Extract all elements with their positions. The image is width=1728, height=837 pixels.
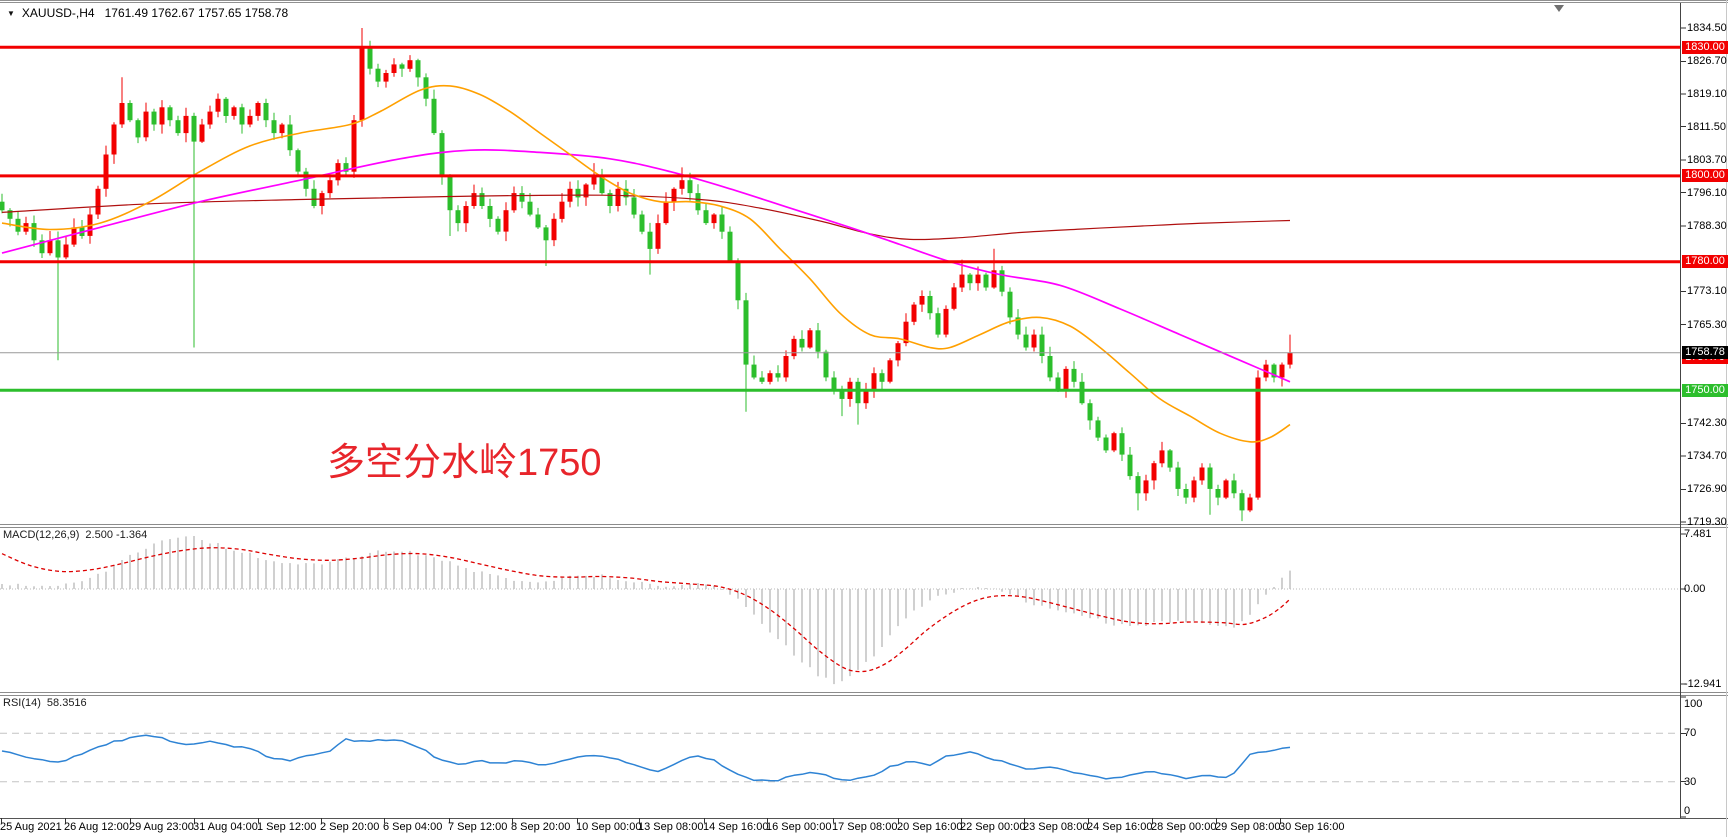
- time-axis-label: 25 Aug 2021: [0, 821, 62, 833]
- time-axis-label: 13 Sep 08:00: [638, 821, 704, 833]
- macd-name: MACD(12,26,9): [3, 529, 80, 541]
- time-axis-label: 8 Sep 20:00: [511, 821, 571, 833]
- ma-slow-line: [1, 194, 1291, 241]
- rsi-name: RSI(14): [3, 697, 41, 709]
- price-axis-tick: 1765.30: [1687, 319, 1727, 331]
- candles[interactable]: [0, 28, 1293, 522]
- price-axis-tick: 1726.90: [1687, 483, 1727, 495]
- ma-fast-line: [1, 84, 1291, 443]
- rsi-axis-tick: 30: [1684, 776, 1697, 788]
- macd-indicator-label: MACD(12,26,9) 2.500 -1.364: [3, 529, 147, 541]
- rsi-indicator-label: RSI(14) 58.3516: [3, 697, 87, 709]
- chart-ohlc-header: ▼ XAUUSD-,H4 1761.49 1762.67 1757.65 1758.…: [7, 6, 288, 20]
- time-axis-label: 16 Sep 00:00: [766, 821, 832, 833]
- macd-axis-tick: 7.481: [1684, 528, 1712, 540]
- time-axis-label: 23 Sep 08:00: [1023, 821, 1089, 833]
- price-axis-tick: 1826.70: [1687, 55, 1727, 67]
- time-axis-label: 10 Sep 00:00: [576, 821, 642, 833]
- rsi-line: [1, 734, 1291, 782]
- hline-price-box: 1780.00: [1682, 255, 1728, 268]
- symbol-period-label: XAUUSD-,H4: [21, 6, 95, 20]
- time-axis-label: 31 Aug 04:00: [193, 821, 258, 833]
- macd-axis-tick: -12.941: [1684, 678, 1722, 690]
- time-axis-label: 30 Sep 16:00: [1279, 821, 1345, 833]
- time-axis-label: 2 Sep 20:00: [320, 821, 380, 833]
- time-axis-label: 29 Sep 08:00: [1215, 821, 1281, 833]
- chevron-down-icon[interactable]: ▼: [7, 9, 15, 18]
- time-axis-label: 14 Sep 16:00: [703, 821, 769, 833]
- price-axis-tick: 1819.10: [1687, 88, 1727, 100]
- price-axis-tick: 1796.10: [1687, 187, 1727, 199]
- macd-axis-tick: 0.00: [1684, 583, 1706, 595]
- watershed-annotation: 多空分水岭1750: [327, 442, 602, 484]
- price-axis-tick: 1719.30: [1687, 516, 1727, 528]
- time-axis-label: 6 Sep 04:00: [383, 821, 443, 833]
- rsi-axis-tick: 100: [1684, 698, 1703, 710]
- macd-values: 2.500 -1.364: [85, 529, 148, 541]
- time-axis-label: 1 Sep 12:00: [257, 821, 317, 833]
- time-axis-label: 20 Sep 16:00: [897, 821, 963, 833]
- chart-shift-marker-icon[interactable]: [1554, 5, 1564, 12]
- time-axis-label: 7 Sep 12:00: [448, 821, 508, 833]
- price-axis-tick: 1834.50: [1687, 22, 1727, 34]
- time-axis-label: 17 Sep 08:00: [832, 821, 898, 833]
- hline-price-box: 1750.00: [1682, 384, 1728, 397]
- rsi-axis-tick: 70: [1684, 727, 1697, 739]
- macd-signal-line: [1, 547, 1291, 673]
- price-axis-tick: 1773.10: [1687, 285, 1727, 297]
- time-axis-label: 24 Sep 16:00: [1087, 821, 1153, 833]
- time-axis-label: 28 Sep 00:00: [1151, 821, 1217, 833]
- hline-price-box: 1800.00: [1682, 169, 1728, 182]
- price-axis-tick: 1734.70: [1687, 450, 1727, 462]
- ma-mid-line: [1, 149, 1291, 383]
- price-axis-tick: 1788.30: [1687, 220, 1727, 232]
- time-axis-label: 22 Sep 00:00: [960, 821, 1026, 833]
- macd-histogram[interactable]: [1, 536, 1291, 685]
- price-axis-tick: 1803.70: [1687, 154, 1727, 166]
- price-axis-tick: 1811.50: [1687, 121, 1726, 133]
- time-axis-label: 26 Aug 12:00: [64, 821, 129, 833]
- ohlc-readout: 1761.49 1762.67 1757.65 1758.78: [104, 6, 289, 20]
- rsi-value: 58.3516: [46, 697, 87, 709]
- rsi-axis-tick: 0: [1684, 805, 1691, 817]
- price-axis-tick: 1742.30: [1687, 417, 1727, 429]
- bid-price-box: 1758.78: [1682, 346, 1728, 359]
- hline-price-box: 1830.00: [1682, 41, 1728, 54]
- time-axis-label: 29 Aug 23:00: [129, 821, 194, 833]
